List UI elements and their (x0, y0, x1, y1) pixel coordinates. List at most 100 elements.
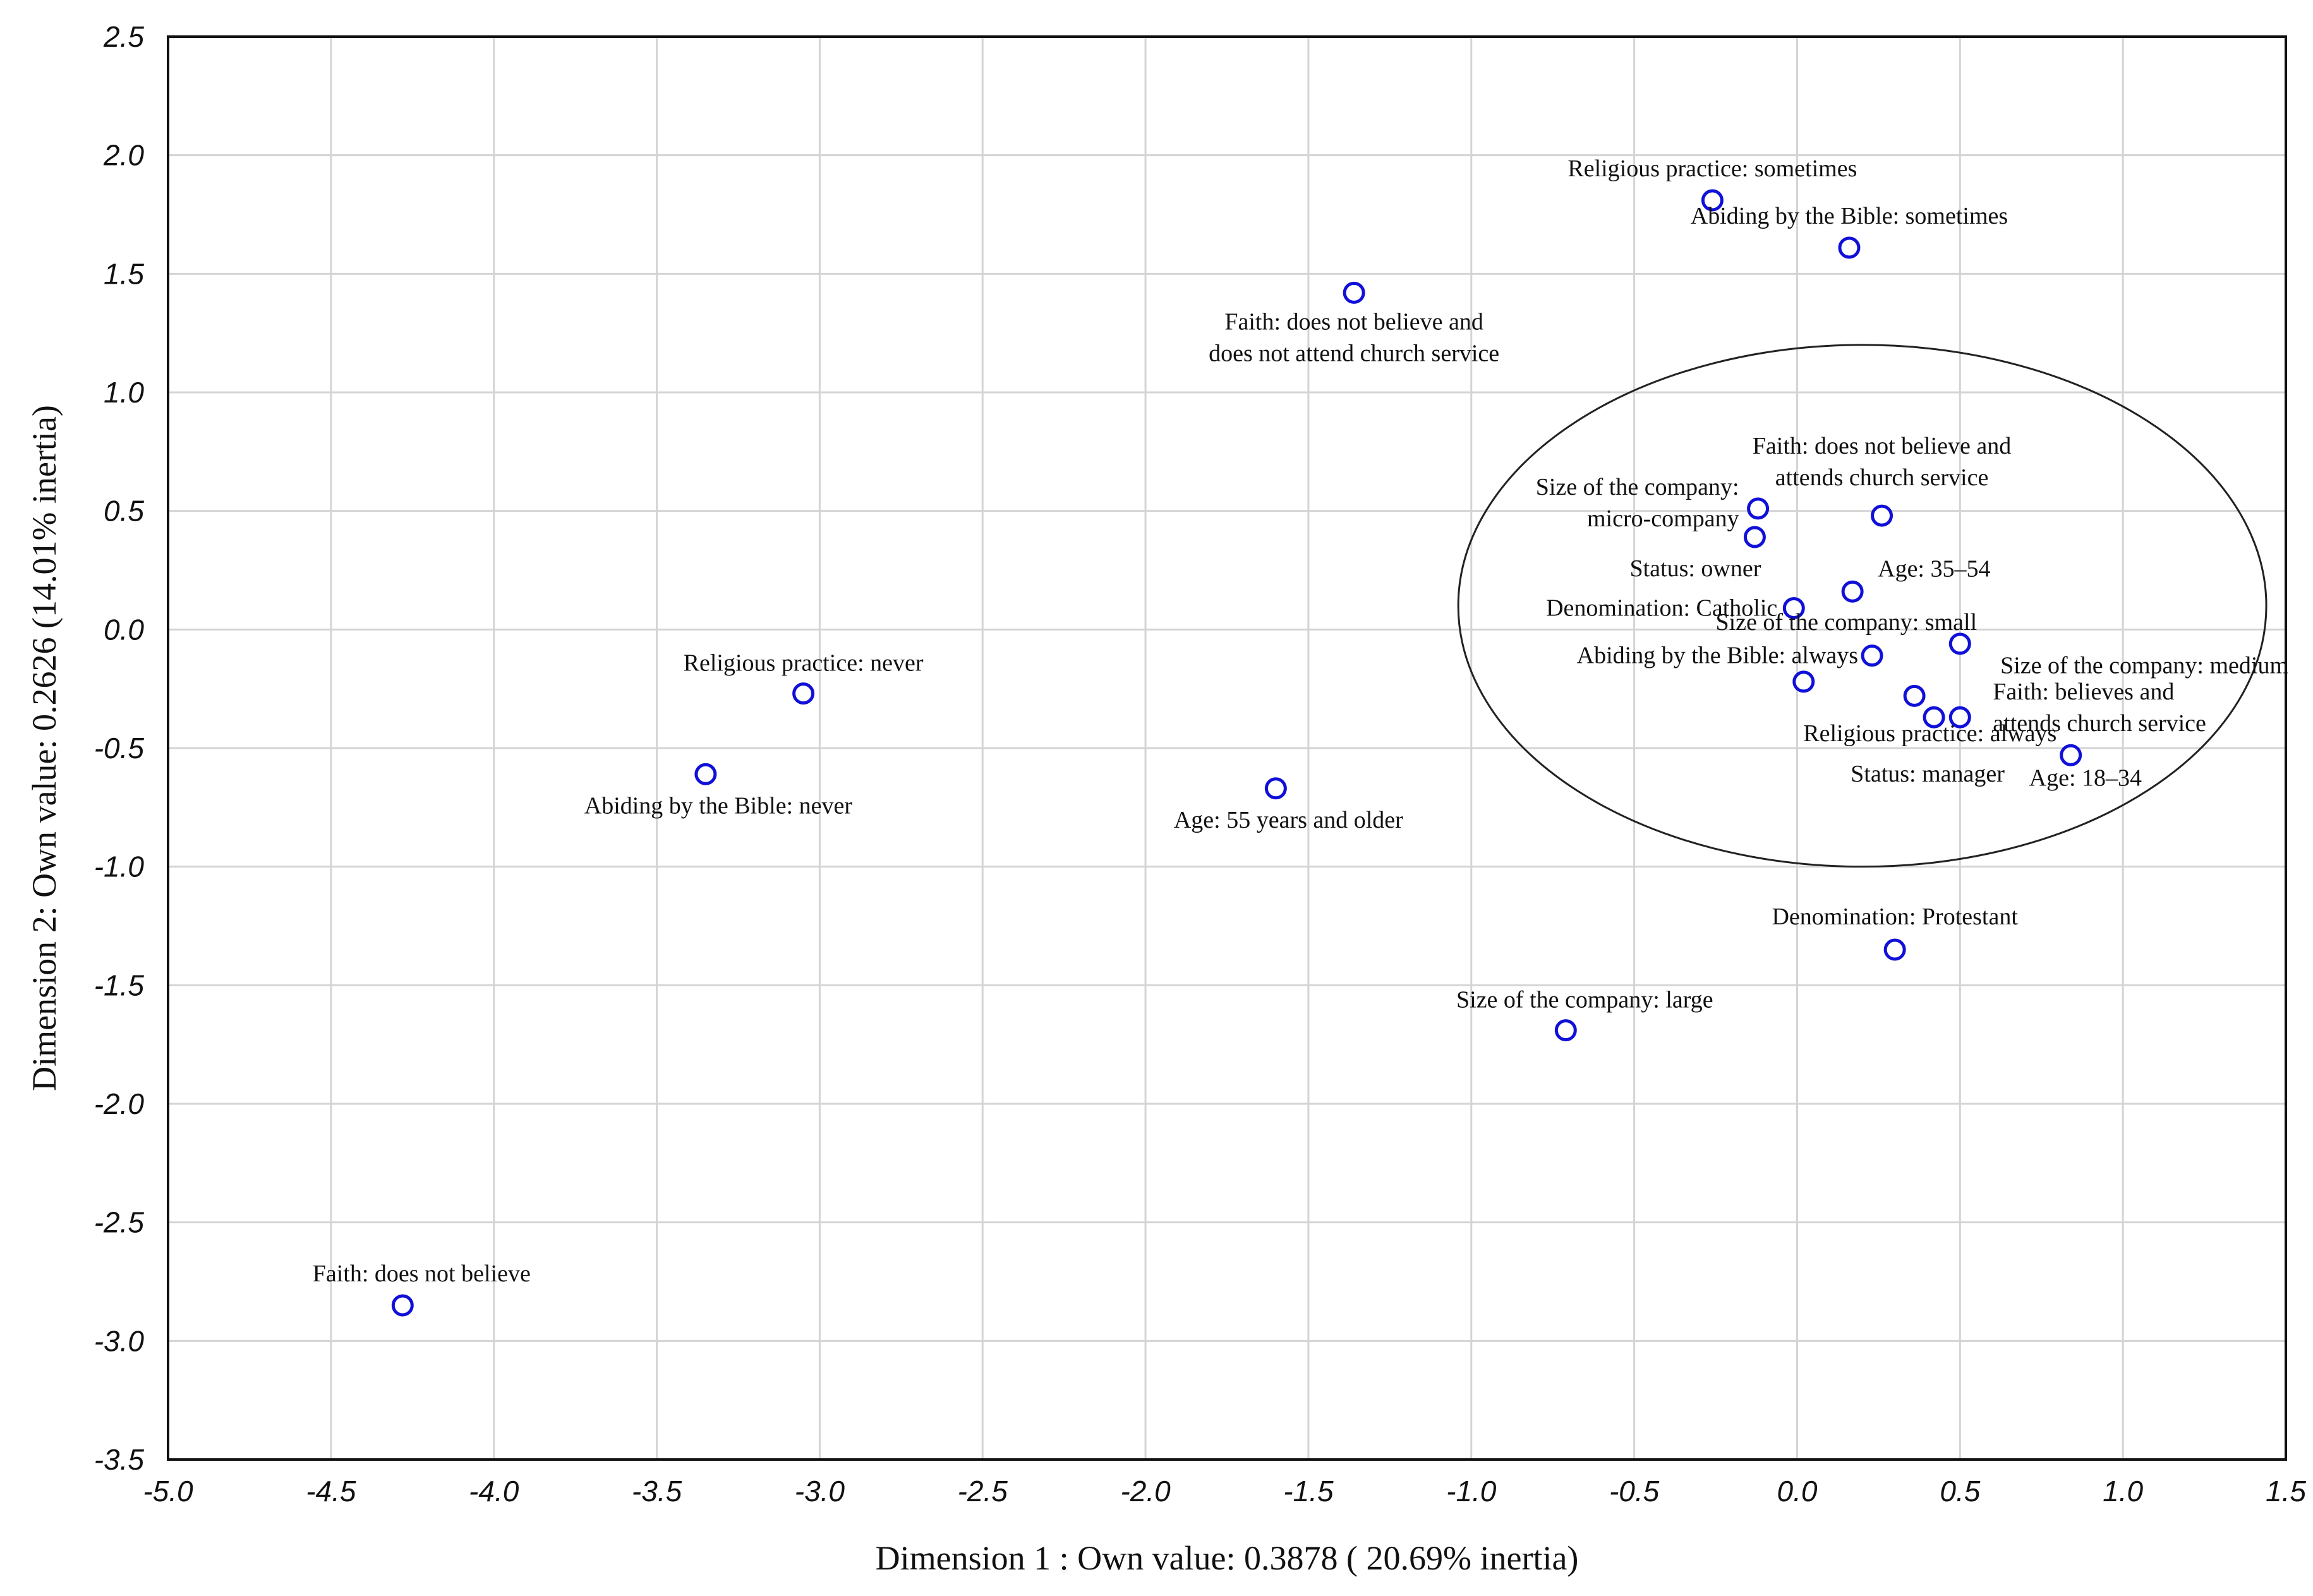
x-tick-label: -1.5 (1283, 1475, 1334, 1508)
point-label-line: Denomination: Protestant (1772, 904, 2018, 930)
x-tick-label: -2.5 (958, 1475, 1008, 1508)
data-point (1948, 632, 1971, 655)
point-label-line: Abiding by the Bible: always (1577, 643, 1858, 669)
point-label-line: does not attend church service (1209, 340, 1499, 366)
y-tick-label: 1.0 (104, 376, 144, 409)
point-label-line: Status: manager (1851, 761, 2005, 787)
y-tick-label: -1.0 (94, 850, 145, 883)
point-label: Size of the company: small (1715, 609, 1977, 636)
cluster-ellipse (1457, 344, 2268, 868)
point-label: Size of the company: medium (2000, 652, 2288, 679)
x-tick-label: -4.5 (306, 1475, 356, 1508)
point-label-line: Age: 35–54 (1878, 555, 1990, 582)
point-label: Faith: believes and attends church servic… (1993, 679, 2206, 737)
point-label-line: Abiding by the Bible: sometimes (1691, 203, 2008, 229)
point-label-line: micro-company (1587, 505, 1739, 532)
grid-lines (168, 37, 2286, 1460)
point-label: Denomination: Protestant (1772, 904, 2018, 930)
point-label-line: Denomination: Catholic (1546, 595, 1777, 622)
point-label: Age: 35–54 (1878, 555, 1990, 582)
point-label-line: Religious practice: always (1803, 720, 2056, 747)
point-label-line: Status: owner (1629, 555, 1761, 582)
x-tick-label: 0.0 (1777, 1475, 1817, 1508)
point-label-line: Abiding by the Bible: never (584, 792, 853, 819)
point-label: Abiding by the Bible: sometimes (1691, 203, 2008, 229)
point-label: Size of the company: micro-company (1536, 474, 1739, 532)
point-label: Abiding by the Bible: always (1577, 643, 1858, 669)
point-label-line: attends church service (1993, 710, 2206, 737)
data-point (694, 763, 717, 785)
data-point (792, 682, 815, 705)
point-label: Religious practice: never (684, 650, 924, 677)
point-label-line: Faith: does not believe (313, 1260, 531, 1287)
point-label: Faith: does not believe and does not atte… (1209, 308, 1499, 366)
data-point (1343, 281, 1365, 304)
point-label-line: Size of the company: (1536, 474, 1739, 500)
data-point (1792, 670, 1815, 693)
data-point (1264, 777, 1287, 800)
point-label-line: Faith: does not believe and (1224, 308, 1483, 335)
y-tick-label: 2.0 (103, 139, 144, 172)
data-point (1883, 938, 1906, 961)
x-tick-label: -3.0 (795, 1475, 845, 1508)
x-axis-label: Dimension 1 : Own value: 0.3878 ( 20.69%… (876, 1539, 1579, 1577)
data-point (1841, 580, 1864, 603)
data-point (1838, 236, 1861, 259)
x-tick-label: -3.5 (632, 1475, 682, 1508)
data-point (1701, 189, 1724, 212)
point-label: Abiding by the Bible: never (584, 792, 853, 819)
point-label: Status: owner (1629, 555, 1761, 582)
y-tick-label: -2.0 (94, 1087, 145, 1120)
point-label-line: Age: 18–34 (2029, 765, 2142, 791)
data-point (1923, 706, 1945, 728)
point-label-line: Size of the company: small (1715, 609, 1977, 636)
data-point (2060, 744, 2082, 766)
x-tick-label: -2.0 (1120, 1475, 1171, 1508)
point-label: Religious practice: sometimes (1567, 155, 1857, 182)
point-label: Faith: does not believe (313, 1260, 531, 1287)
point-label-line: Religious practice: never (684, 650, 924, 677)
data-point (391, 1294, 414, 1317)
x-tick-label: -0.5 (1609, 1475, 1660, 1508)
point-label-line: Size of the company: medium (2000, 652, 2288, 679)
y-axis-label: Dimension 2: Own value: 0.2626 (14.01% i… (25, 405, 63, 1091)
point-label-line: Size of the company: large (1456, 987, 1713, 1013)
cluster-ellipse-layer (1457, 344, 2268, 868)
y-tick-label: -3.0 (94, 1324, 145, 1357)
y-tick-label: -3.5 (94, 1443, 145, 1476)
x-tick-label: -1.0 (1446, 1475, 1497, 1508)
x-tick-label: -5.0 (143, 1475, 193, 1508)
point-label-line: attends church service (1775, 464, 1989, 491)
plot-frame (167, 35, 2287, 1461)
y-tick-label: 1.5 (104, 257, 144, 290)
data-point (1782, 597, 1805, 620)
axis-ticks: -5.0 -4.5 -4.0 -3.5 -3.0 -2.5 -2.0 -1.5 -1.0 -0.5… (94, 20, 2307, 1508)
data-point (1861, 644, 1883, 667)
point-labels: Religious practice: sometimes Abiding by … (313, 155, 2288, 1287)
y-tick-label: 0.5 (104, 495, 144, 528)
x-tick-label: 0.5 (1940, 1475, 1980, 1508)
x-tick-label: -4.0 (469, 1475, 519, 1508)
data-point (1554, 1019, 1577, 1042)
point-label: Religious practice: always (1803, 720, 2056, 747)
point-label: Age: 55 years and older (1174, 807, 1403, 833)
point-label: Size of the company: large (1456, 987, 1713, 1013)
data-point (1903, 684, 1926, 707)
y-tick-label: -1.5 (94, 969, 145, 1001)
y-tick-label: -0.5 (94, 732, 145, 765)
point-label: Faith: does not believe and attends churc… (1753, 433, 2011, 491)
point-label: Status: manager (1851, 761, 2005, 787)
data-point (1747, 497, 1770, 520)
point-label-line: Faith: believes and (1993, 679, 2174, 705)
point-label-line: Religious practice: sometimes (1567, 155, 1857, 182)
data-point (1948, 706, 1971, 728)
y-tick-label: -2.5 (94, 1206, 145, 1239)
point-label-line: Faith: does not believe and (1753, 433, 2011, 459)
y-tick-label: 2.5 (103, 20, 144, 53)
x-tick-label: 1.5 (2266, 1475, 2306, 1508)
x-tick-label: 1.0 (2103, 1475, 2143, 1508)
point-label: Denomination: Catholic (1546, 595, 1777, 622)
data-point (1871, 504, 1893, 527)
data-points (391, 189, 2082, 1317)
